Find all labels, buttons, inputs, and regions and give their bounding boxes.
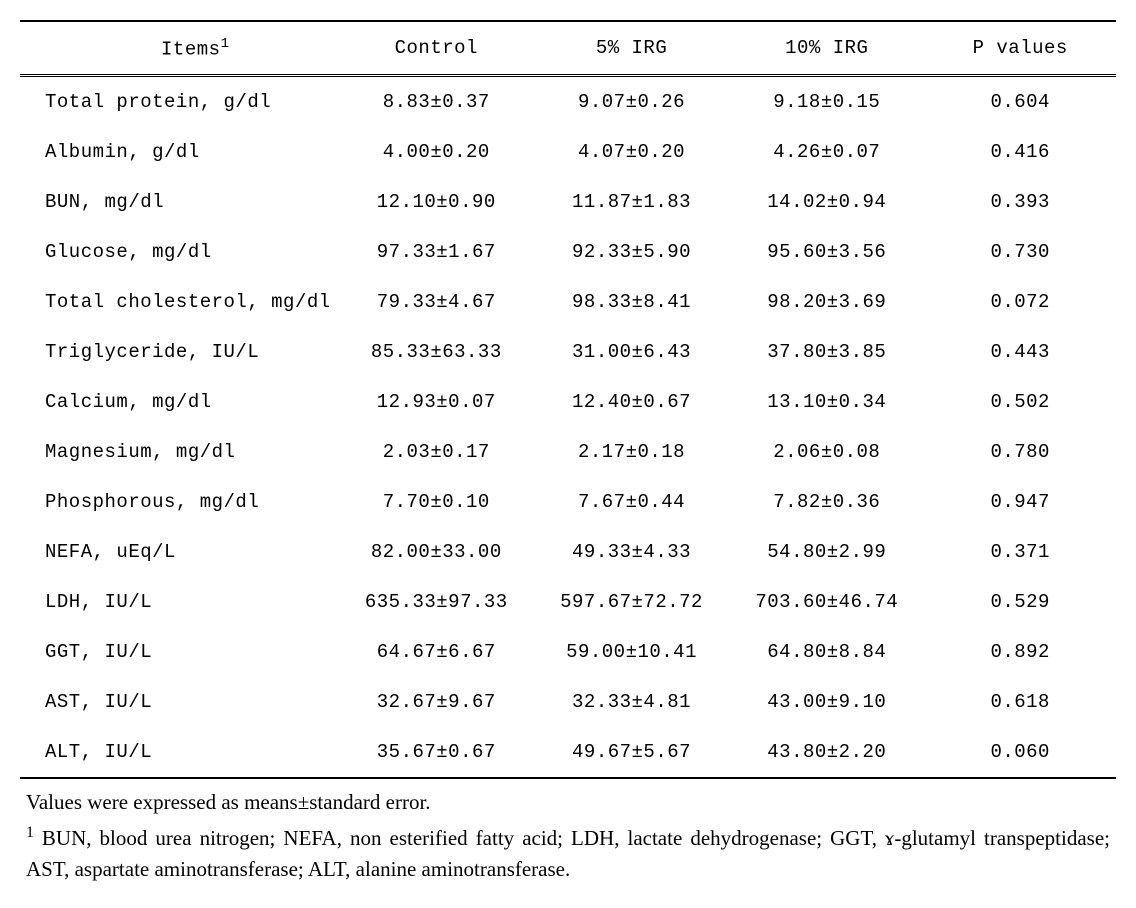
cell-irg10: 37.80±3.85 <box>729 327 924 377</box>
cell-control: 12.93±0.07 <box>339 377 534 427</box>
cell-pvalue: 0.060 <box>924 727 1116 778</box>
table-row: NEFA, uEq/L82.00±33.0049.33±4.3354.80±2.… <box>20 527 1116 577</box>
cell-item: Glucose, mg/dl <box>20 227 339 277</box>
table-header: Items1 Control 5% IRG 10% IRG P values <box>20 21 1116 76</box>
cell-irg10: 9.18±0.15 <box>729 76 924 128</box>
table-row: LDH, IU/L635.33±97.33597.67±72.72703.60±… <box>20 577 1116 627</box>
table-row: Phosphorous, mg/dl7.70±0.107.67±0.447.82… <box>20 477 1116 527</box>
cell-item: NEFA, uEq/L <box>20 527 339 577</box>
table-row: Calcium, mg/dl12.93±0.0712.40±0.6713.10±… <box>20 377 1116 427</box>
cell-item: Calcium, mg/dl <box>20 377 339 427</box>
cell-pvalue: 0.618 <box>924 677 1116 727</box>
header-row: Items1 Control 5% IRG 10% IRG P values <box>20 21 1116 76</box>
cell-item: BUN, mg/dl <box>20 177 339 227</box>
cell-irg10: 43.80±2.20 <box>729 727 924 778</box>
cell-pvalue: 0.780 <box>924 427 1116 477</box>
cell-item: Phosphorous, mg/dl <box>20 477 339 527</box>
table-row: BUN, mg/dl12.10±0.9011.87±1.8314.02±0.94… <box>20 177 1116 227</box>
cell-item: Triglyceride, IU/L <box>20 327 339 377</box>
header-items: Items1 <box>20 21 339 76</box>
cell-irg5: 32.33±4.81 <box>534 677 729 727</box>
cell-pvalue: 0.604 <box>924 76 1116 128</box>
cell-pvalue: 0.371 <box>924 527 1116 577</box>
data-table: Items1 Control 5% IRG 10% IRG P values T… <box>20 20 1116 779</box>
cell-irg10: 43.00±9.10 <box>729 677 924 727</box>
cell-irg5: 12.40±0.67 <box>534 377 729 427</box>
cell-item: ALT, IU/L <box>20 727 339 778</box>
cell-irg10: 4.26±0.07 <box>729 127 924 177</box>
cell-item: Total protein, g/dl <box>20 76 339 128</box>
cell-pvalue: 0.072 <box>924 277 1116 327</box>
header-control: Control <box>339 21 534 76</box>
table-footnotes: Values were expressed as means±standard … <box>20 787 1116 886</box>
cell-irg10: 7.82±0.36 <box>729 477 924 527</box>
table-row: Triglyceride, IU/L85.33±63.3331.00±6.433… <box>20 327 1116 377</box>
data-table-container: Items1 Control 5% IRG 10% IRG P values T… <box>20 20 1116 886</box>
table-row: Albumin, g/dl4.00±0.204.07±0.204.26±0.07… <box>20 127 1116 177</box>
cell-control: 85.33±63.33 <box>339 327 534 377</box>
cell-irg5: 98.33±8.41 <box>534 277 729 327</box>
table-row: Magnesium, mg/dl2.03±0.172.17±0.182.06±0… <box>20 427 1116 477</box>
cell-irg10: 54.80±2.99 <box>729 527 924 577</box>
cell-control: 35.67±0.67 <box>339 727 534 778</box>
cell-control: 2.03±0.17 <box>339 427 534 477</box>
cell-pvalue: 0.892 <box>924 627 1116 677</box>
cell-pvalue: 0.393 <box>924 177 1116 227</box>
cell-irg5: 2.17±0.18 <box>534 427 729 477</box>
cell-pvalue: 0.947 <box>924 477 1116 527</box>
cell-control: 7.70±0.10 <box>339 477 534 527</box>
cell-irg5: 59.00±10.41 <box>534 627 729 677</box>
cell-irg10: 2.06±0.08 <box>729 427 924 477</box>
cell-item: GGT, IU/L <box>20 627 339 677</box>
cell-irg10: 95.60±3.56 <box>729 227 924 277</box>
cell-item: Magnesium, mg/dl <box>20 427 339 477</box>
cell-irg10: 64.80±8.84 <box>729 627 924 677</box>
cell-control: 64.67±6.67 <box>339 627 534 677</box>
header-pvalues: P values <box>924 21 1116 76</box>
cell-control: 97.33±1.67 <box>339 227 534 277</box>
cell-irg10: 14.02±0.94 <box>729 177 924 227</box>
footnote-line2: 1 BUN, blood urea nitrogen; NEFA, non es… <box>26 821 1110 886</box>
cell-irg5: 49.67±5.67 <box>534 727 729 778</box>
cell-control: 82.00±33.00 <box>339 527 534 577</box>
cell-pvalue: 0.443 <box>924 327 1116 377</box>
cell-control: 32.67±9.67 <box>339 677 534 727</box>
cell-pvalue: 0.502 <box>924 377 1116 427</box>
cell-item: AST, IU/L <box>20 677 339 727</box>
cell-pvalue: 0.529 <box>924 577 1116 627</box>
cell-control: 4.00±0.20 <box>339 127 534 177</box>
cell-irg5: 49.33±4.33 <box>534 527 729 577</box>
cell-control: 8.83±0.37 <box>339 76 534 128</box>
cell-pvalue: 0.730 <box>924 227 1116 277</box>
cell-irg5: 7.67±0.44 <box>534 477 729 527</box>
cell-control: 12.10±0.90 <box>339 177 534 227</box>
cell-irg5: 92.33±5.90 <box>534 227 729 277</box>
table-row: AST, IU/L32.67±9.6732.33±4.8143.00±9.100… <box>20 677 1116 727</box>
table-row: ALT, IU/L35.67±0.6749.67±5.6743.80±2.200… <box>20 727 1116 778</box>
cell-item: LDH, IU/L <box>20 577 339 627</box>
cell-control: 635.33±97.33 <box>339 577 534 627</box>
cell-control: 79.33±4.67 <box>339 277 534 327</box>
cell-irg10: 98.20±3.69 <box>729 277 924 327</box>
table-body: Total protein, g/dl8.83±0.379.07±0.269.1… <box>20 76 1116 779</box>
cell-irg10: 13.10±0.34 <box>729 377 924 427</box>
header-10irg: 10% IRG <box>729 21 924 76</box>
cell-pvalue: 0.416 <box>924 127 1116 177</box>
cell-item: Albumin, g/dl <box>20 127 339 177</box>
header-5irg: 5% IRG <box>534 21 729 76</box>
cell-irg5: 597.67±72.72 <box>534 577 729 627</box>
cell-irg5: 9.07±0.26 <box>534 76 729 128</box>
table-row: Total protein, g/dl8.83±0.379.07±0.269.1… <box>20 76 1116 128</box>
cell-irg5: 31.00±6.43 <box>534 327 729 377</box>
cell-irg10: 703.60±46.74 <box>729 577 924 627</box>
table-row: GGT, IU/L64.67±6.6759.00±10.4164.80±8.84… <box>20 627 1116 677</box>
cell-irg5: 11.87±1.83 <box>534 177 729 227</box>
cell-item: Total cholesterol, mg/dl <box>20 277 339 327</box>
cell-irg5: 4.07±0.20 <box>534 127 729 177</box>
table-row: Total cholesterol, mg/dl79.33±4.6798.33±… <box>20 277 1116 327</box>
table-row: Glucose, mg/dl97.33±1.6792.33±5.9095.60±… <box>20 227 1116 277</box>
footnote-line1: Values were expressed as means±standard … <box>26 787 1110 819</box>
